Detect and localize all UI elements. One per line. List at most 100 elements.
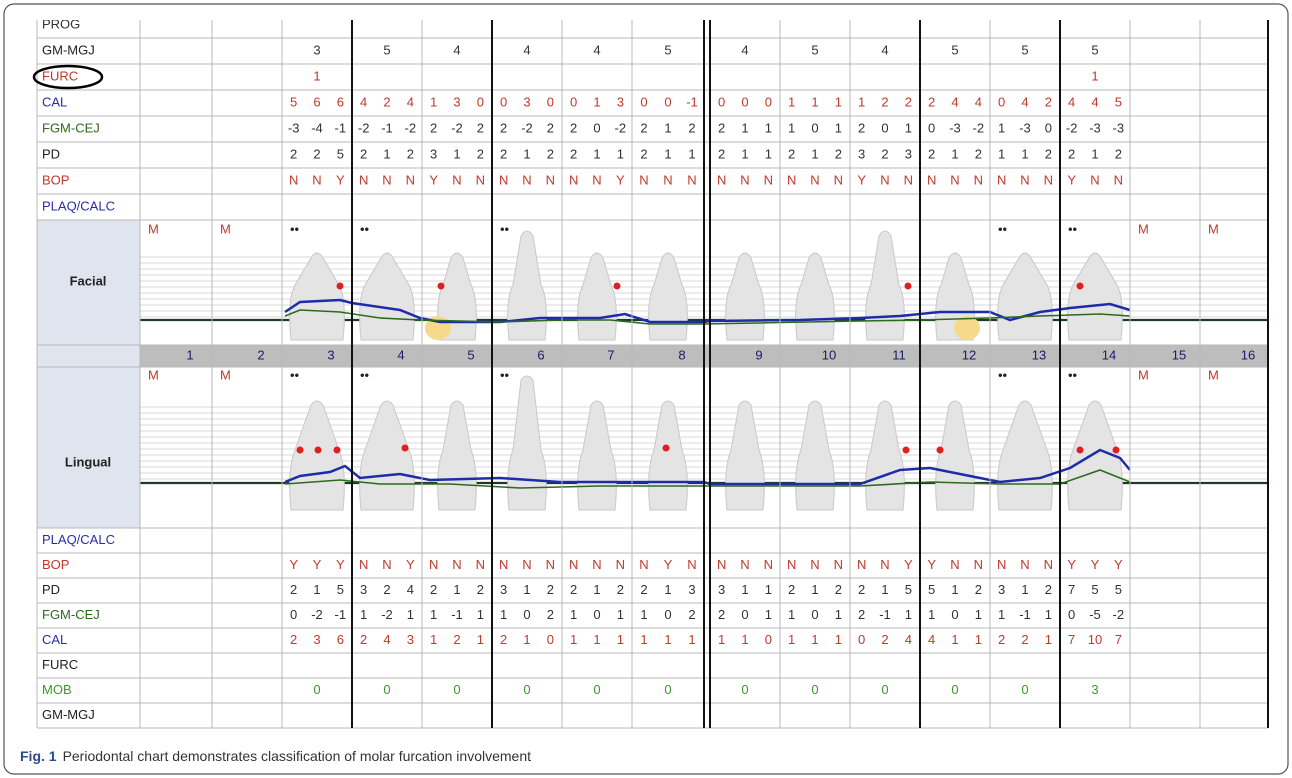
cell-value: 6 — [337, 94, 344, 109]
cell-value: Y — [1114, 557, 1123, 572]
tooth-number: 3 — [327, 347, 334, 362]
cell-value: 2 — [477, 582, 484, 597]
cell-value: -2 — [451, 120, 463, 135]
cell-value: 2 — [500, 120, 507, 135]
cell-value: 0 — [523, 607, 530, 622]
cell-value: 5 — [905, 582, 912, 597]
cell-value: 4 — [1068, 94, 1075, 109]
cell-value: 1 — [741, 582, 748, 597]
cell-value: N — [1090, 172, 1099, 187]
cell-value: 4 — [407, 94, 414, 109]
cell-value: -1 — [335, 607, 347, 622]
bleeding-dot — [663, 445, 670, 452]
cell-value: -1 — [335, 120, 347, 135]
cell-value: N — [687, 557, 696, 572]
cell-value: Y — [1067, 172, 1076, 187]
row-label: PD — [42, 582, 60, 597]
cell-value: 2 — [1068, 146, 1075, 161]
tooth-number: 14 — [1102, 347, 1116, 362]
bleeding-dot — [297, 447, 304, 454]
cell-value: 2 — [718, 120, 725, 135]
cell-value: N — [1114, 172, 1123, 187]
cell-value: 2 — [290, 632, 297, 647]
cell-value: N — [764, 557, 773, 572]
cell-value: N — [639, 557, 648, 572]
tooth-marker: •• — [1068, 367, 1078, 382]
cell-value: 2 — [881, 146, 888, 161]
cell-value: 2 — [360, 146, 367, 161]
cell-value: 3 — [407, 632, 414, 647]
cell-value: 3 — [718, 582, 725, 597]
cell-value: 1 — [765, 120, 772, 135]
cell-value: 2 — [881, 632, 888, 647]
cell-value: 3 — [998, 582, 1005, 597]
bleeding-dot — [1077, 447, 1084, 454]
cell-value: 1 — [951, 146, 958, 161]
cell-value: 2 — [788, 582, 795, 597]
cell-value: 1 — [383, 146, 390, 161]
cell-value: 1 — [811, 94, 818, 109]
cell-value: 5 — [928, 582, 935, 597]
cell-value: 1 — [523, 582, 530, 597]
cell-value: 2 — [547, 607, 554, 622]
cell-value: 2 — [570, 582, 577, 597]
cell-value: 2 — [500, 632, 507, 647]
cell-value: 3 — [905, 146, 912, 161]
cell-value: 0 — [1045, 120, 1052, 135]
cell-value: 5 — [1091, 42, 1098, 57]
cell-value: 1 — [881, 582, 888, 597]
cell-value: Y — [857, 172, 866, 187]
cell-value: N — [429, 557, 438, 572]
cell-value: N — [476, 557, 485, 572]
cell-value: 0 — [951, 607, 958, 622]
cell-value: 3 — [430, 146, 437, 161]
cell-value: 4 — [905, 632, 912, 647]
cell-value: 2 — [1045, 94, 1052, 109]
cell-value: -2 — [615, 120, 627, 135]
cell-value: 3 — [523, 94, 530, 109]
cell-value: N — [997, 172, 1006, 187]
cell-value: 0 — [547, 94, 554, 109]
cell-value: 0 — [477, 94, 484, 109]
cell-value: 1 — [1021, 146, 1028, 161]
cell-value: 0 — [741, 682, 748, 697]
bleeding-dot — [337, 283, 344, 290]
cell-value: 2 — [477, 146, 484, 161]
cell-value: 4 — [741, 42, 748, 57]
cell-value: 1 — [998, 607, 1005, 622]
cell-value: -2 — [1113, 607, 1125, 622]
number-row-left — [37, 345, 140, 367]
cell-value: 2 — [570, 120, 577, 135]
cell-value: 0 — [881, 120, 888, 135]
cell-value: -2 — [973, 120, 985, 135]
cell-value: 2 — [858, 120, 865, 135]
cell-value: 1 — [360, 607, 367, 622]
cell-value: 3 — [1091, 682, 1098, 697]
cell-value: 0 — [383, 682, 390, 697]
cell-value: Y — [927, 557, 936, 572]
cell-value: 1 — [593, 146, 600, 161]
row-label: FURC — [42, 657, 78, 672]
cell-value: N — [359, 557, 368, 572]
cell-value: 5 — [1091, 582, 1098, 597]
cell-value: N — [904, 172, 913, 187]
cell-value: 1 — [835, 94, 842, 109]
cell-value: 10 — [1088, 632, 1102, 647]
tooth-marker: M — [220, 367, 231, 382]
tooth-number: 2 — [257, 347, 264, 362]
cell-value: N — [950, 172, 959, 187]
tooth-number: 4 — [397, 347, 404, 362]
cell-value: 3 — [453, 94, 460, 109]
cell-value: 1 — [951, 582, 958, 597]
cell-value: 1 — [951, 632, 958, 647]
cell-value: N — [452, 557, 461, 572]
cell-value: 1 — [975, 632, 982, 647]
cell-value: 6 — [313, 94, 320, 109]
cell-value: N — [1044, 172, 1053, 187]
cell-value: 0 — [881, 682, 888, 697]
cell-value: N — [359, 172, 368, 187]
tooth-marker: •• — [1068, 221, 1078, 236]
cell-value: 1 — [640, 632, 647, 647]
cell-value: N — [740, 172, 749, 187]
cell-value: 2 — [1045, 582, 1052, 597]
